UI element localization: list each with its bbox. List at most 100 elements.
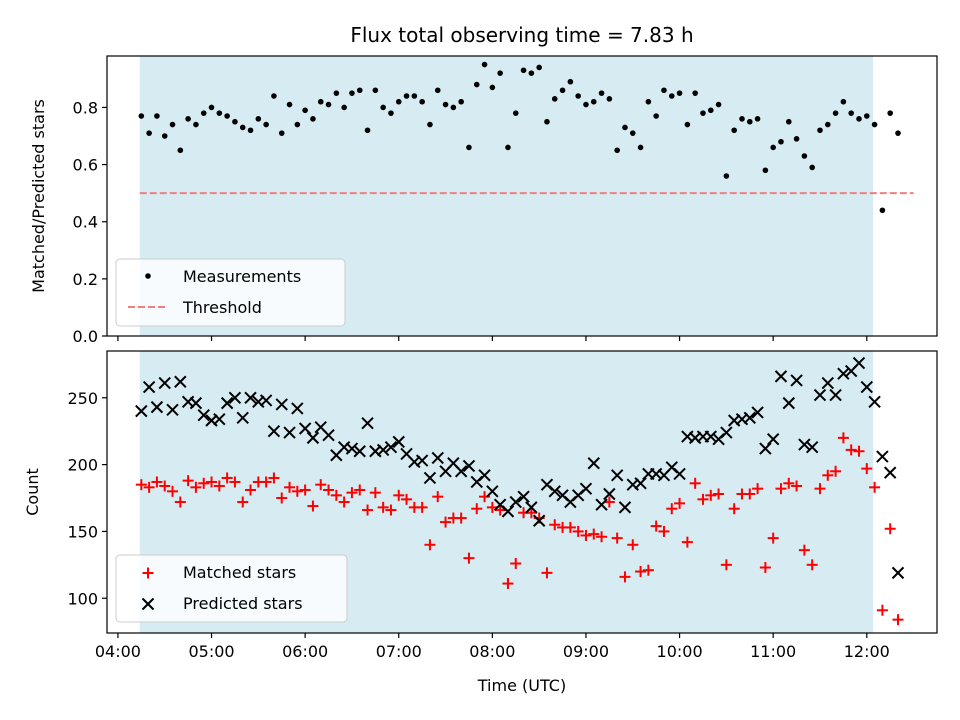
- measurement-point: [512, 110, 519, 116]
- measurement-point: [700, 110, 706, 116]
- bottom-panel: 100 150 200 250 04:00 05:00 06:00 07:00 08:00 09…: [23, 350, 938, 695]
- measurement-point: [450, 104, 457, 111]
- measurement-point: [879, 207, 886, 214]
- predicted-star-point: [166, 403, 179, 417]
- measurement-point: [871, 121, 878, 128]
- matched-star-point: [705, 489, 717, 501]
- predicted-star-point: [431, 451, 444, 465]
- predicted-star-point: [501, 505, 515, 518]
- x-tick-label: 09:00: [563, 642, 609, 661]
- legend-threshold-label: Threshold: [182, 298, 262, 317]
- predicted-star-point: [135, 404, 148, 418]
- measurement-point: [809, 164, 815, 171]
- measurement-point: [824, 121, 831, 128]
- measurement-point: [497, 70, 503, 76]
- predicted-star-point: [298, 422, 312, 435]
- predicted-star-point: [603, 487, 616, 501]
- measurement-point: [778, 138, 784, 145]
- measurement-point: [536, 64, 542, 71]
- measurement-point: [590, 98, 597, 105]
- predicted-star-point: [525, 501, 538, 514]
- matched-star-point: [471, 503, 483, 515]
- measurement-point: [185, 116, 191, 122]
- measurement-point: [434, 87, 441, 94]
- matched-star-point: [744, 488, 756, 500]
- matched-star-point: [455, 512, 467, 524]
- matched-star-point: [697, 493, 709, 505]
- matched-star-point: [650, 520, 662, 532]
- predicted-star-point: [759, 442, 772, 455]
- matched-star-point: [611, 532, 623, 544]
- measurement-point: [364, 127, 371, 134]
- matched-star-point: [486, 501, 498, 513]
- measurement-point: [356, 87, 363, 94]
- predicted-star-point: [462, 459, 476, 473]
- measurement-point: [614, 147, 620, 154]
- predicted-star-point: [618, 501, 632, 514]
- measurement-point: [762, 167, 769, 174]
- measurement-point: [466, 144, 472, 151]
- predicted-stars-points: [135, 356, 905, 580]
- y-tick-label: 0.4: [73, 213, 98, 232]
- matched-star-point: [268, 472, 280, 484]
- measurement-point: [411, 93, 418, 99]
- predicted-star-point: [829, 388, 842, 402]
- predicted-star-point: [852, 356, 866, 370]
- measurement-point: [528, 70, 535, 76]
- measurement-point: [473, 81, 480, 88]
- measurement-point: [146, 130, 152, 136]
- matched-star-point: [876, 604, 888, 616]
- x-tick-label: 04:00: [95, 642, 141, 661]
- matched-star-point: [869, 481, 881, 493]
- measurement-point: [380, 104, 386, 111]
- measurement-point: [193, 121, 199, 128]
- predicted-star-point: [142, 380, 156, 394]
- matched-star-point: [635, 566, 647, 578]
- predicted-star-point: [509, 495, 522, 509]
- predicted-star-point: [244, 391, 257, 404]
- matched-star-point: [182, 475, 194, 487]
- predicted-star-point: [228, 391, 242, 404]
- measurement-point: [801, 153, 808, 159]
- matched-star-point: [385, 504, 397, 516]
- bottom-plot-frame: [106, 350, 938, 634]
- matched-star-point: [588, 528, 600, 540]
- y-tick-label: 150: [67, 522, 98, 541]
- measurement-point: [567, 78, 574, 85]
- predicted-star-point: [150, 400, 164, 414]
- predicted-star-point: [798, 438, 811, 451]
- predicted-star-point: [743, 411, 756, 425]
- legend-predicted-label: Predicted stars: [183, 594, 303, 613]
- predicted-star-point: [821, 376, 834, 390]
- predicted-star-point: [891, 566, 905, 580]
- x-tick-label: 06:00: [282, 642, 328, 661]
- predicted-star-point: [236, 411, 249, 425]
- measurement-point: [247, 127, 254, 134]
- y-tick-label: 0.2: [73, 270, 98, 289]
- bottom-legend: Matched stars Predicted stars: [115, 554, 348, 623]
- legend-matched-label: Matched stars: [183, 563, 296, 582]
- matched-star-point: [720, 559, 732, 571]
- measurement-point: [138, 113, 145, 119]
- measurement-point: [754, 116, 761, 122]
- measurement-point: [520, 67, 527, 74]
- measurement-point: [575, 93, 581, 99]
- matched-star-point: [143, 481, 155, 493]
- matched-star-point: [752, 483, 764, 495]
- matched-star-point: [276, 492, 288, 504]
- predicted-star-point: [805, 441, 819, 454]
- matched-star-point: [603, 496, 615, 508]
- measurement-point: [817, 127, 823, 134]
- matched-star-point: [260, 476, 272, 488]
- measurement-point: [232, 118, 238, 125]
- matched-star-point: [135, 479, 147, 491]
- measurement-point: [559, 87, 566, 94]
- measurement-point: [887, 110, 893, 116]
- measurement-point: [333, 90, 340, 96]
- x-tick-label: 07:00: [376, 642, 422, 661]
- chart-title: Flux total observing time = 7.83 h: [350, 23, 693, 47]
- matched-star-point: [463, 552, 475, 564]
- matched-star-point: [564, 521, 576, 533]
- legend-predicted-marker: [141, 597, 155, 611]
- matched-star-point: [814, 483, 826, 495]
